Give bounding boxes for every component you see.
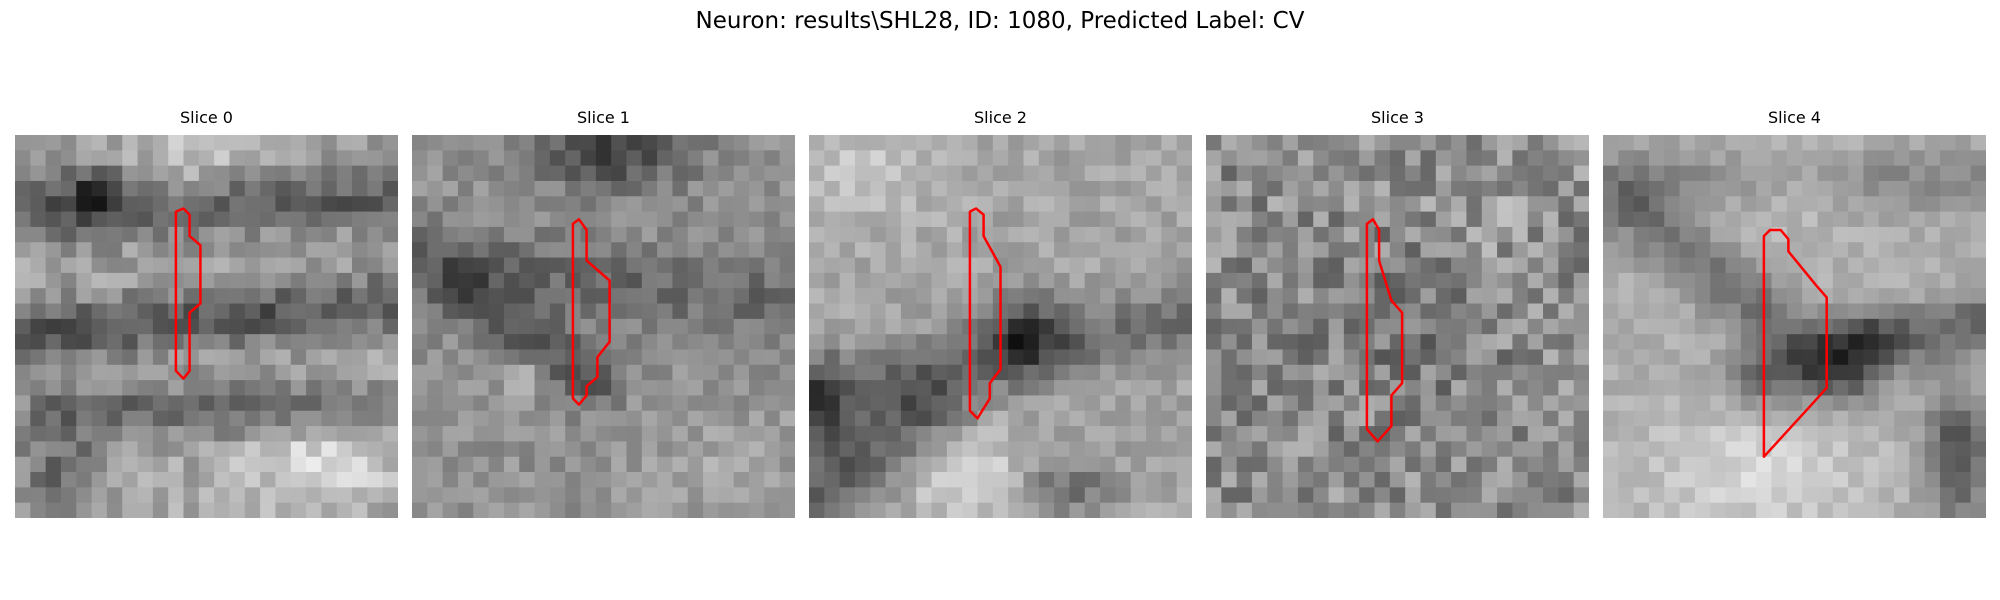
neuron-contour [1762,228,1828,458]
figure-title: Neuron: results\SHL28, ID: 1080, Predict… [695,8,1305,34]
slice-image [1603,135,1986,518]
slice-title: Slice 0 [180,108,233,127]
slice-title: Slice 2 [974,108,1027,127]
slice-title: Slice 4 [1768,108,1821,127]
neuron-contour [174,207,202,380]
slice-image [15,135,398,518]
slice-title: Slice 1 [577,108,630,127]
neuron-contour [968,207,1002,420]
slice-image [412,135,795,518]
slice-title: Slice 3 [1371,108,1424,127]
neuron-contour [1365,218,1404,443]
slice-image [1206,135,1589,518]
slice-image [809,135,1192,518]
neuron-contour [571,218,611,406]
